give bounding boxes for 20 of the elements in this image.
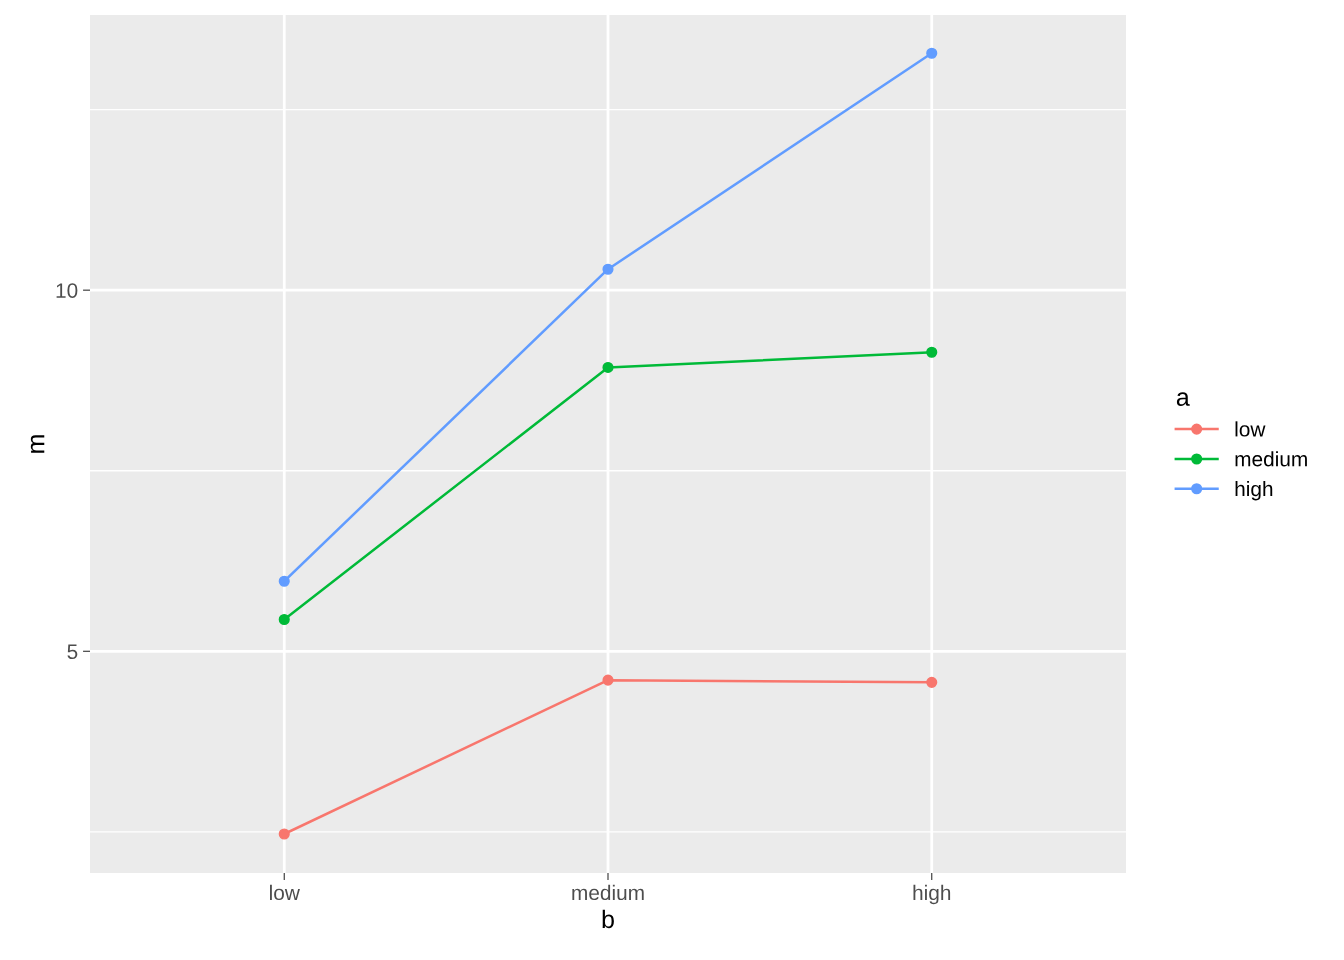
x-tick-label: medium — [572, 884, 644, 901]
point — [278, 575, 290, 587]
point — [926, 47, 938, 59]
point — [926, 346, 938, 358]
x-tick-label: high — [913, 884, 951, 905]
y-tick-label: 10 — [56, 283, 78, 298]
legend-label: low — [1235, 421, 1266, 437]
x-tick-label: low — [270, 884, 300, 901]
legend-title: a — [1176, 392, 1190, 406]
y-tick-label: 5 — [67, 644, 78, 660]
point — [278, 828, 290, 840]
y-axis-title: m — [30, 435, 45, 453]
legend-label: high — [1235, 480, 1273, 501]
legend-label: medium — [1235, 451, 1307, 467]
point — [602, 263, 614, 275]
x-axis-title: b — [602, 909, 614, 929]
point — [602, 361, 614, 374]
point — [278, 613, 290, 626]
point — [926, 676, 938, 688]
point — [602, 674, 614, 686]
